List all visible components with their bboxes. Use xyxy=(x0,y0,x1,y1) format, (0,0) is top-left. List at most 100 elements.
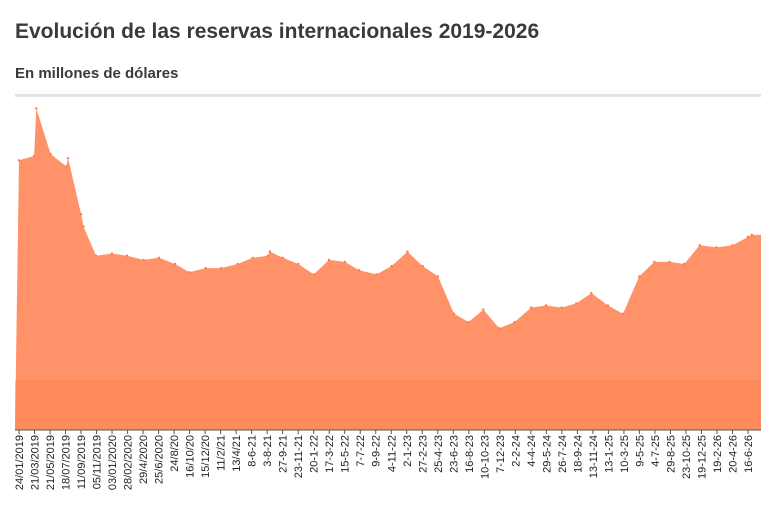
data-point xyxy=(142,258,145,262)
x-tick-label: 21/05/2019 xyxy=(45,435,57,490)
x-tick-label: 15/12/20 xyxy=(200,435,212,478)
data-point xyxy=(281,256,284,259)
x-tick-label: 24/8/20 xyxy=(169,435,181,472)
data-point xyxy=(746,235,750,239)
data-point xyxy=(560,306,563,309)
data-point xyxy=(575,302,578,305)
data-point xyxy=(530,306,533,309)
data-point xyxy=(94,254,98,257)
data-point xyxy=(452,312,456,315)
data-point xyxy=(66,157,70,160)
data-point xyxy=(204,266,207,270)
data-point xyxy=(173,262,177,266)
x-tick-label: 8-6-21 xyxy=(247,435,259,467)
x-tick-label: 11/2/21 xyxy=(216,435,228,471)
x-tick-label: 11/09/2019 xyxy=(76,435,88,489)
data-point xyxy=(125,254,129,257)
x-tick-label: 16/10/20 xyxy=(185,435,197,478)
area-fill xyxy=(15,108,761,431)
data-point xyxy=(653,260,656,264)
x-tick-label: 7-7-22 xyxy=(355,435,367,467)
x-tick-label: 13-1-25 xyxy=(603,435,615,473)
x-tick-label: 13-11-24 xyxy=(588,435,600,478)
x-tick-label: 29-8-25 xyxy=(665,435,677,473)
data-point xyxy=(268,250,271,253)
header-divider xyxy=(15,94,761,97)
data-point xyxy=(406,250,409,253)
data-point xyxy=(82,225,85,228)
x-tick-label: 26-7-24 xyxy=(557,435,569,473)
x-tick-label: 4-7-25 xyxy=(650,435,662,467)
x-tick-label: 03/01/2020 xyxy=(107,435,119,490)
x-tick-label: 2-2-24 xyxy=(510,435,522,467)
x-tick-label: 10-10-23 xyxy=(479,435,491,479)
x-tick-label: 21/03/2019 xyxy=(30,435,42,490)
data-point xyxy=(49,152,52,156)
data-point xyxy=(79,213,83,216)
x-tick-label: 29/4/2020 xyxy=(138,435,150,484)
chart-title: Evolución de las reservas internacionale… xyxy=(15,20,540,43)
data-point xyxy=(698,244,701,247)
x-tick-label: 2-1-23 xyxy=(402,435,414,467)
data-point xyxy=(715,246,718,249)
x-tick-label: 20-1-22 xyxy=(309,435,321,473)
data-point xyxy=(590,291,593,295)
data-point xyxy=(251,256,254,259)
data-point xyxy=(17,159,21,162)
data-point xyxy=(497,327,501,330)
x-tick-label: 23-11-21 xyxy=(293,435,305,478)
x-tick-label: 19-2-26 xyxy=(712,435,724,473)
data-point xyxy=(390,264,393,268)
x-tick-label: 9-9-22 xyxy=(371,435,383,467)
x-tick-label: 16-8-23 xyxy=(464,435,476,473)
data-point xyxy=(220,266,223,270)
x-tick-label: 27-9-21 xyxy=(278,435,290,473)
data-point xyxy=(668,260,671,264)
data-point xyxy=(110,252,114,255)
x-tick-label: 18/07/2019 xyxy=(61,435,73,490)
area-series xyxy=(15,107,761,431)
data-point xyxy=(32,154,36,158)
x-tick-label: 9-5-25 xyxy=(634,435,646,467)
data-point xyxy=(467,320,470,324)
data-point xyxy=(65,165,68,168)
data-point xyxy=(343,260,347,264)
x-tick-label: 05/11/2019 xyxy=(92,435,104,489)
data-point xyxy=(297,262,300,266)
data-point xyxy=(482,308,485,311)
data-point xyxy=(436,275,440,278)
x-tick-label: 7-12-23 xyxy=(495,435,507,473)
x-tick-label: 29-5-24 xyxy=(541,435,553,473)
data-point xyxy=(731,244,734,247)
x-tick-label: 3-8-21 xyxy=(262,435,274,467)
x-tick-label: 19-12-25 xyxy=(696,435,708,479)
area-texture-band xyxy=(15,380,761,430)
data-point xyxy=(236,262,239,266)
data-point xyxy=(606,304,610,307)
data-point xyxy=(35,107,38,110)
x-tick-label: 16-6-26 xyxy=(743,435,755,473)
x-tick-label: 15-5-22 xyxy=(340,435,352,473)
data-point xyxy=(421,264,424,268)
x-tick-label: 23-6-23 xyxy=(448,435,460,473)
data-point xyxy=(312,273,315,276)
data-point xyxy=(266,254,270,257)
data-point xyxy=(621,312,625,315)
data-point xyxy=(638,275,641,278)
x-tick-label: 10-3-25 xyxy=(619,435,631,473)
data-point xyxy=(375,273,378,276)
data-point xyxy=(358,269,361,272)
data-point xyxy=(750,233,753,237)
x-tick-label: 17-3-22 xyxy=(324,435,336,473)
x-tick-label: 20-4-26 xyxy=(727,435,739,473)
data-point xyxy=(157,256,161,259)
x-axis: 24/01/2019 21/03/2019 21/05/2019 18/07/2019… xyxy=(14,429,761,490)
x-tick-label: 25/6/2020 xyxy=(154,435,166,484)
x-tick-label: 13/4/21 xyxy=(231,435,243,472)
x-tick-label: 23-10-25 xyxy=(681,435,693,479)
data-point xyxy=(683,262,686,266)
chart-subtitle: En millones de dólares xyxy=(15,65,179,82)
data-point xyxy=(513,320,516,324)
x-tick-label: 27-2-23 xyxy=(417,435,429,473)
